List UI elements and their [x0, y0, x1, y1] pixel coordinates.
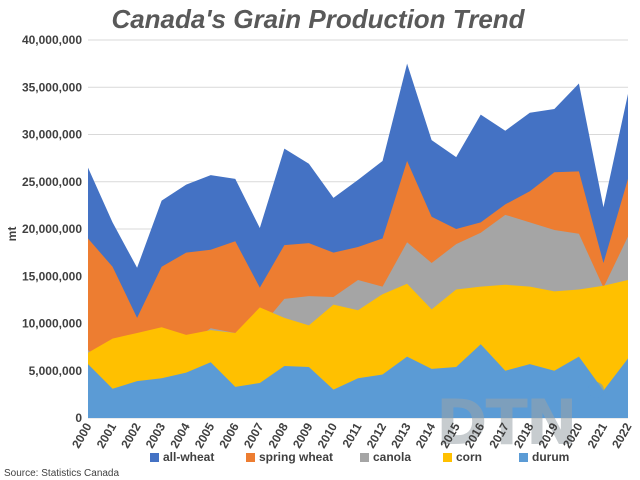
x-tick-label: 2021	[585, 420, 611, 450]
y-tick-label: 30,000,000	[22, 128, 82, 142]
legend-swatch	[246, 453, 255, 462]
x-tick-label: 2011	[339, 420, 364, 450]
x-tick-labels: 2000 2001 2002 2003 2004 2005 2006 2007 2008 2009…	[69, 420, 635, 450]
chart-title: Canada's Grain Production Trend	[111, 4, 525, 34]
area-series	[88, 63, 628, 418]
x-tick-label: 2005	[192, 420, 218, 450]
y-tick-label: 40,000,000	[22, 33, 82, 47]
legend-label: corn	[456, 450, 482, 464]
x-tick-label: 2013	[388, 420, 414, 450]
legend-label: durum	[532, 450, 569, 464]
x-tick-label: 2008	[265, 420, 291, 450]
dtn-logo-dot	[588, 382, 604, 398]
x-tick-label: 2003	[143, 420, 169, 450]
x-tick-label: 2022	[609, 420, 635, 450]
legend-label: all-wheat	[163, 450, 214, 464]
legend-swatch	[443, 453, 452, 462]
area-durum	[88, 344, 628, 418]
legend-swatch	[150, 453, 159, 462]
x-tick-label: 2006	[216, 420, 242, 450]
x-tick-label: 2000	[69, 420, 95, 450]
y-axis-label: mt	[5, 227, 19, 242]
y-tick-label: 5,000,000	[29, 364, 83, 378]
x-tick-label: 2002	[118, 420, 144, 450]
legend-swatch	[519, 453, 528, 462]
x-tick-label: 2007	[241, 420, 267, 450]
legend: all-wheat spring wheat canola corn durum	[150, 450, 569, 464]
y-tick-label: 10,000,000	[22, 317, 82, 331]
x-tick-label: 2001	[94, 420, 120, 450]
legend-label: canola	[373, 450, 411, 464]
y-tick-label: 25,000,000	[22, 175, 82, 189]
x-tick-label: 2012	[364, 420, 390, 450]
x-tick-label: 2009	[290, 420, 316, 450]
y-tick-label: 20,000,000	[22, 222, 82, 236]
x-tick-label: 2014	[413, 420, 439, 450]
legend-swatch	[360, 453, 369, 462]
source-note: Source: Statistics Canada	[4, 468, 119, 479]
y-tick-label: 15,000,000	[22, 269, 82, 283]
dtn-logo: DTN	[436, 386, 576, 459]
x-tick-label: 2010	[315, 420, 341, 450]
legend-label: spring wheat	[259, 450, 333, 464]
y-tick-labels: 0 5,000,000 10,000,000 15,000,000 20,000,000…	[22, 33, 82, 425]
y-tick-label: 0	[75, 411, 82, 425]
y-tick-label: 35,000,000	[22, 80, 82, 94]
x-tick-label: 2004	[167, 420, 193, 450]
